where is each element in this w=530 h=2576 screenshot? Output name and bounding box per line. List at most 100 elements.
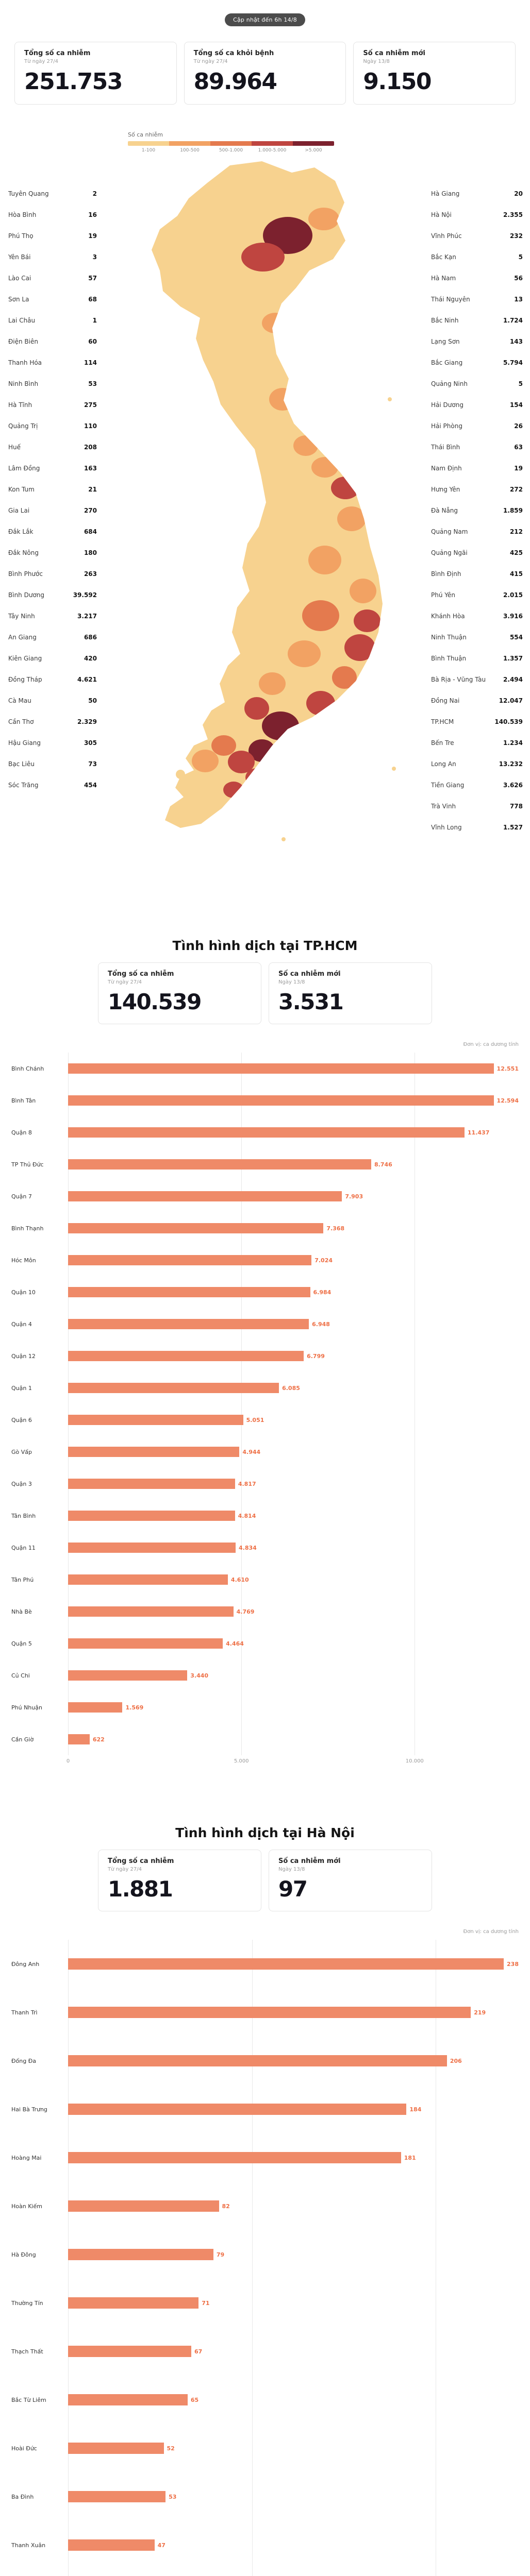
province-count: 60 xyxy=(88,337,97,345)
bar xyxy=(68,1383,279,1393)
bar-value: 7.368 xyxy=(326,1225,345,1232)
bar xyxy=(68,1447,240,1457)
province-name: Bình Phước xyxy=(8,570,43,578)
map-region xyxy=(302,600,339,631)
province-count: 26 xyxy=(514,422,523,430)
bar xyxy=(68,1543,236,1553)
map-region xyxy=(262,711,299,740)
province-row: Điện Biên 60 xyxy=(8,331,97,352)
summary-cards: Tổng số ca nhiễm Từ ngày 27/4 251.753 Tổ… xyxy=(14,42,516,105)
province-row: Lạng Sơn 143 xyxy=(431,331,523,352)
bar-row: Quận 8 11.437 xyxy=(11,1116,519,1148)
map-region xyxy=(332,666,357,689)
province-row: Phú Thọ 19 xyxy=(8,225,97,246)
bar-value: 82 xyxy=(222,2202,230,2210)
province-count: 2.329 xyxy=(77,718,97,725)
province-count: 140.539 xyxy=(494,718,523,725)
province-name: Bình Dương xyxy=(8,591,45,599)
stat-value: 9.150 xyxy=(363,69,432,95)
bar xyxy=(68,1606,234,1617)
bar xyxy=(68,2443,164,2454)
bar-row: Bắc Từ Liêm 65 xyxy=(11,2376,519,2424)
hcmc-total-card: Tổng số ca nhiễm Từ ngày 27/4 140.539 xyxy=(98,962,261,1024)
province-list-right: Hà Giang 20 Hà Nội 2.355 Vĩnh Phúc 232 Bắc Kạn… xyxy=(431,183,523,838)
province-count: 53 xyxy=(88,380,97,387)
bar-row: Quận 3 4.817 xyxy=(11,1468,519,1500)
bar-row: Quận 12 6.799 xyxy=(11,1340,519,1372)
province-name: Khánh Hòa xyxy=(431,612,465,620)
x-axis: 0 5.000 10.000 xyxy=(67,1755,519,1768)
bar-category-label: Quận 12 xyxy=(11,1352,36,1360)
hanoi-total-card: Tổng số ca nhiễm Từ ngày 27/4 1.881 xyxy=(98,1850,261,1911)
bar-category-label: Gò Vấp xyxy=(11,1448,32,1455)
province-row: Cần Thơ 2.329 xyxy=(8,711,97,732)
bar-row: Hoàng Mai 181 xyxy=(11,2133,519,2182)
province-row: Đồng Tháp 4.621 xyxy=(8,669,97,690)
province-count: 2.355 xyxy=(503,211,523,218)
bar-track: 7.903 xyxy=(68,1191,519,1201)
bar xyxy=(68,1159,371,1170)
hanoi-title: Tình hình dịch tại Hà Nội xyxy=(175,1825,355,1840)
province-row: Gia Lai 270 xyxy=(8,500,97,521)
bar-category-label: Hóc Môn xyxy=(11,1257,36,1264)
bar-category-label: Bình Chánh xyxy=(11,1065,44,1072)
province-row: Quảng Trị 110 xyxy=(8,415,97,436)
bar-value: 79 xyxy=(216,2251,225,2258)
bar-row: Hóc Môn 7.024 xyxy=(11,1244,519,1276)
province-name: Bà Rịa - Vũng Tàu xyxy=(431,675,486,683)
bar xyxy=(68,1287,310,1297)
province-count: 19 xyxy=(88,232,97,240)
province-row: Tuyên Quang 2 xyxy=(8,183,97,204)
bar xyxy=(68,1063,494,1074)
bar xyxy=(68,1255,312,1265)
hanoi-new-card: Số ca nhiễm mới Ngày 13/8 97 xyxy=(269,1850,432,1911)
bar-track: 4.769 xyxy=(68,1606,519,1617)
province-name: Hà Nam xyxy=(431,274,456,282)
map-region xyxy=(308,546,341,574)
bar-row: Quận 10 6.984 xyxy=(11,1276,519,1308)
stat-sublabel: Từ ngày 27/4 xyxy=(108,979,142,985)
bar-track: 79 xyxy=(68,2249,519,2260)
bar-value: 4.817 xyxy=(238,1480,256,1487)
legend-bin-label: >5.000 xyxy=(305,148,322,153)
bar-category-label: Quận 11 xyxy=(11,1544,36,1551)
bar-value: 4.610 xyxy=(230,1576,249,1583)
bar-track: 47 xyxy=(68,2539,519,2551)
province-name: Tây Ninh xyxy=(8,612,35,620)
province-row: Long An 13.232 xyxy=(431,753,523,774)
province-count: 5.794 xyxy=(503,359,523,366)
bar-track: 238 xyxy=(68,1958,519,1970)
bar-category-label: Quận 8 xyxy=(11,1129,32,1136)
province-name: Vĩnh Phúc xyxy=(431,232,462,240)
province-name: Thái Bình xyxy=(431,443,460,451)
province-name: Bạc Liêu xyxy=(8,760,35,768)
bar-value: 6.948 xyxy=(312,1320,330,1328)
province-name: Quảng Ninh xyxy=(431,380,468,387)
axis-tick-label: 5.000 xyxy=(234,1758,249,1764)
bar-value: 206 xyxy=(450,2057,462,2064)
bar-row: Bình Chánh 12.551 xyxy=(11,1053,519,1084)
bar-track: 1.569 xyxy=(68,1702,519,1713)
map-region xyxy=(307,745,330,764)
bar-row: Quận 5 4.464 xyxy=(11,1628,519,1659)
bar xyxy=(68,1095,494,1106)
province-row: Trà Vinh 778 xyxy=(431,795,523,817)
bar-row: Quận 1 6.085 xyxy=(11,1372,519,1404)
hanoi-cards: Tổng số ca nhiễm Từ ngày 27/4 1.881 Số c… xyxy=(98,1850,432,1911)
bar-row: Tân Phú 4.610 xyxy=(11,1564,519,1596)
stat-sublabel: Ngày 13/8 xyxy=(278,1867,305,1872)
bar-row: Hoài Đức 52 xyxy=(11,2424,519,2472)
bar-category-label: Tân Bình xyxy=(11,1512,36,1519)
province-name: Lào Cai xyxy=(8,274,31,282)
map-region xyxy=(242,783,261,797)
bar-track: 6.948 xyxy=(68,1319,519,1329)
bar-value: 1.569 xyxy=(125,1704,144,1711)
province-row: Lâm Đồng 163 xyxy=(8,457,97,479)
bar-category-label: TP Thủ Đức xyxy=(11,1161,44,1168)
bar-value: 53 xyxy=(169,2493,177,2500)
province-row: Kon Tum 21 xyxy=(8,479,97,500)
stat-sublabel: Ngày 13/8 xyxy=(278,979,305,985)
province-count: 2.494 xyxy=(503,675,523,683)
bar-category-label: Hoàng Mai xyxy=(11,2154,42,2161)
bar xyxy=(68,2152,401,2163)
